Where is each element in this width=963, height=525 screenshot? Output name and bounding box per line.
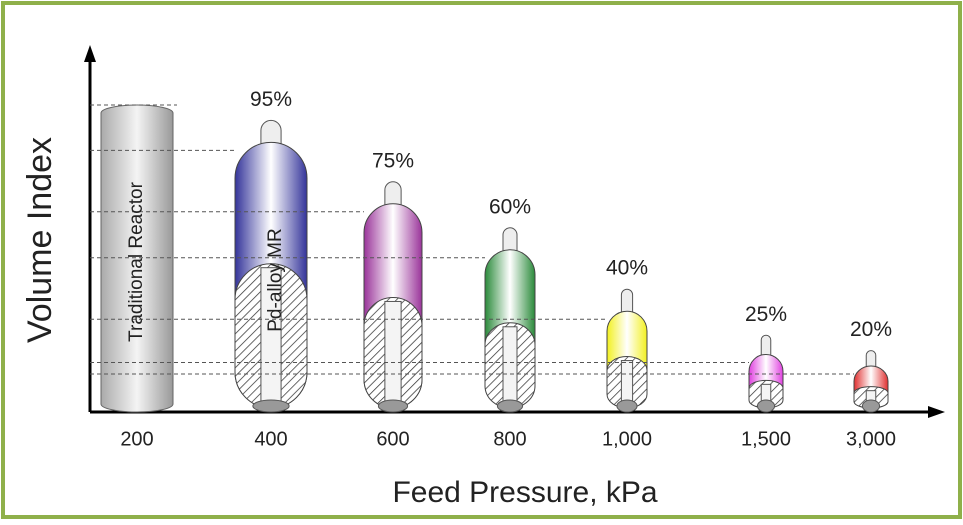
outlet	[496, 399, 524, 413]
y-axis-label: Volume Index	[21, 137, 59, 343]
inner-tube	[384, 300, 402, 411]
x-axis-label: Feed Pressure, kPa	[392, 476, 657, 509]
y-arrow	[84, 45, 96, 62]
value-label: 40%	[606, 257, 648, 280]
value-label: 60%	[489, 195, 531, 218]
outlet	[861, 399, 881, 413]
x-arrow	[928, 406, 945, 418]
value-label: 75%	[372, 149, 414, 172]
outlet	[377, 399, 409, 413]
inner-tube	[502, 326, 518, 411]
outlet	[252, 399, 290, 413]
x-tick-label: 800	[493, 428, 526, 450]
value-label: 95%	[250, 88, 292, 111]
x-tick-label: 400	[254, 428, 287, 450]
outlet	[616, 399, 638, 413]
value-label: 25%	[745, 303, 787, 326]
marks: 200 400 95% 600 75% 800 60% 1,000 40% 1,500 25% 3,0…	[90, 88, 896, 450]
annotation: Pd-alloy MR	[265, 228, 286, 331]
x-tick-label: 600	[376, 428, 409, 450]
x-tick-label: 1,000	[602, 428, 652, 450]
annotation: Traditional Reactor	[126, 181, 147, 341]
x-tick-label: 1,500	[741, 428, 791, 450]
x-tick-label: 3,000	[846, 428, 896, 450]
value-label: 20%	[850, 318, 892, 341]
x-tick-label: 200	[120, 428, 153, 450]
reactor	[100, 104, 174, 413]
outlet	[756, 399, 776, 413]
